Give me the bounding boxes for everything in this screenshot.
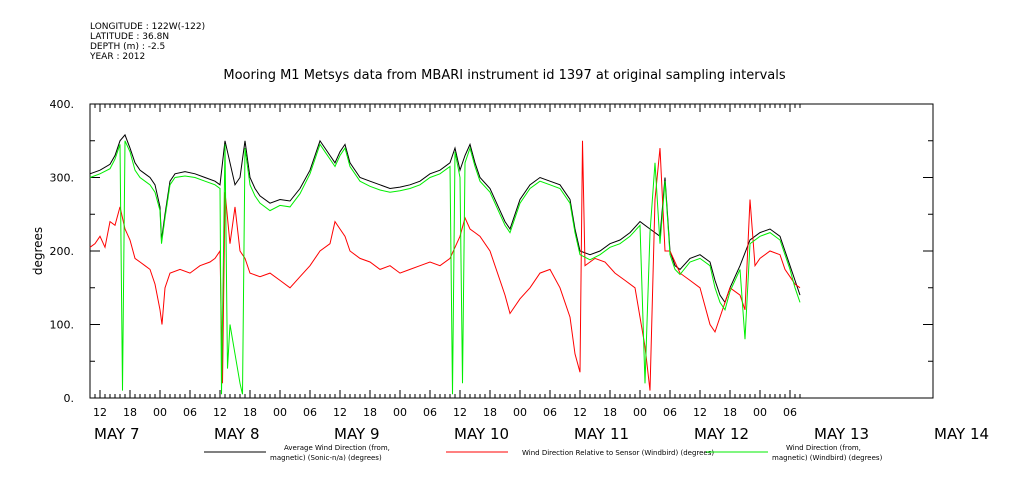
x-date-label: MAY 8 — [214, 425, 260, 443]
chart-title: Mooring M1 Metsys data from MBARI instru… — [223, 68, 786, 83]
y-tick-label: 400. — [50, 98, 75, 111]
depth-text: DEPTH (m) : -2.5 — [90, 42, 166, 52]
series-line-2 — [89, 140, 801, 391]
x-tick-label: 06 — [183, 406, 197, 419]
x-tick-label: 12 — [213, 406, 227, 419]
x-tick-label: 00 — [513, 406, 527, 419]
y-tick-label: 200. — [50, 245, 75, 258]
legend-label-1: Average Wind Direction (from, — [284, 444, 390, 452]
x-tick-label: 12 — [453, 406, 467, 419]
legend-label-1-line2: magnetic) (Sonic-n/a) (degrees) — [270, 454, 382, 462]
x-tick-label: 06 — [663, 406, 677, 419]
series-layer — [89, 133, 801, 395]
series-line-1 — [89, 133, 801, 304]
x-tick-label: 06 — [783, 406, 797, 419]
x-date-label: MAY 12 — [694, 425, 749, 443]
x-tick-label: 18 — [723, 406, 737, 419]
metadata-block: LONGITUDE : 122W(-122) LATITUDE : 36.8N … — [90, 22, 205, 62]
y-tick-label: 0. — [64, 392, 75, 405]
x-tick-label: 12 — [333, 406, 347, 419]
x-tick-label: 18 — [483, 406, 497, 419]
y-axis-label: degrees — [31, 227, 45, 275]
x-tick-label: 18 — [123, 406, 137, 419]
x-date-label: MAY 14 — [934, 425, 989, 443]
y-tick-label: 300. — [50, 172, 75, 185]
legend-label-3: Wind Direction (from, — [786, 444, 861, 452]
longitude-text: LONGITUDE : 122W(-122) — [90, 22, 206, 32]
x-tick-label: 18 — [603, 406, 617, 419]
legend-label-3-line2: magnetic) (Windbird) (degrees) — [772, 454, 883, 462]
x-tick-label: 00 — [633, 406, 647, 419]
x-date-label: MAY 7 — [94, 425, 140, 443]
x-date-label: MAY 11 — [574, 425, 629, 443]
x-tick-label: 00 — [153, 406, 167, 419]
x-tick-label: 06 — [543, 406, 557, 419]
legend: Average Wind Direction (from, magnetic) (… — [204, 444, 883, 462]
x-tick-label: 06 — [423, 406, 437, 419]
x-date-label: MAY 13 — [814, 425, 869, 443]
legend-label-2: Wind Direction Relative to Sensor (Windb… — [522, 449, 714, 457]
series-line-3 — [89, 140, 801, 395]
x-tick-label: 06 — [303, 406, 317, 419]
x-date-label: MAY 9 — [334, 425, 380, 443]
x-tick-label: 00 — [393, 406, 407, 419]
latitude-text: LATITUDE : 36.8N — [90, 32, 170, 42]
plot-frame — [89, 103, 934, 399]
x-tick-label: 18 — [243, 406, 257, 419]
x-tick-label: 12 — [573, 406, 587, 419]
x-tick-label: 12 — [93, 406, 107, 419]
x-tick-label: 12 — [693, 406, 707, 419]
y-tick-label: 100. — [50, 319, 75, 332]
x-date-label: MAY 10 — [454, 425, 509, 443]
x-tick-label: 00 — [753, 406, 767, 419]
x-tick-label: 18 — [363, 406, 377, 419]
x-tick-label: 00 — [273, 406, 287, 419]
plot-axes: 0. 100. 200. 300. 400. degrees 12 18 00 06 12 18 00 0… — [31, 98, 989, 443]
year-text: YEAR : 2012 — [90, 52, 146, 62]
